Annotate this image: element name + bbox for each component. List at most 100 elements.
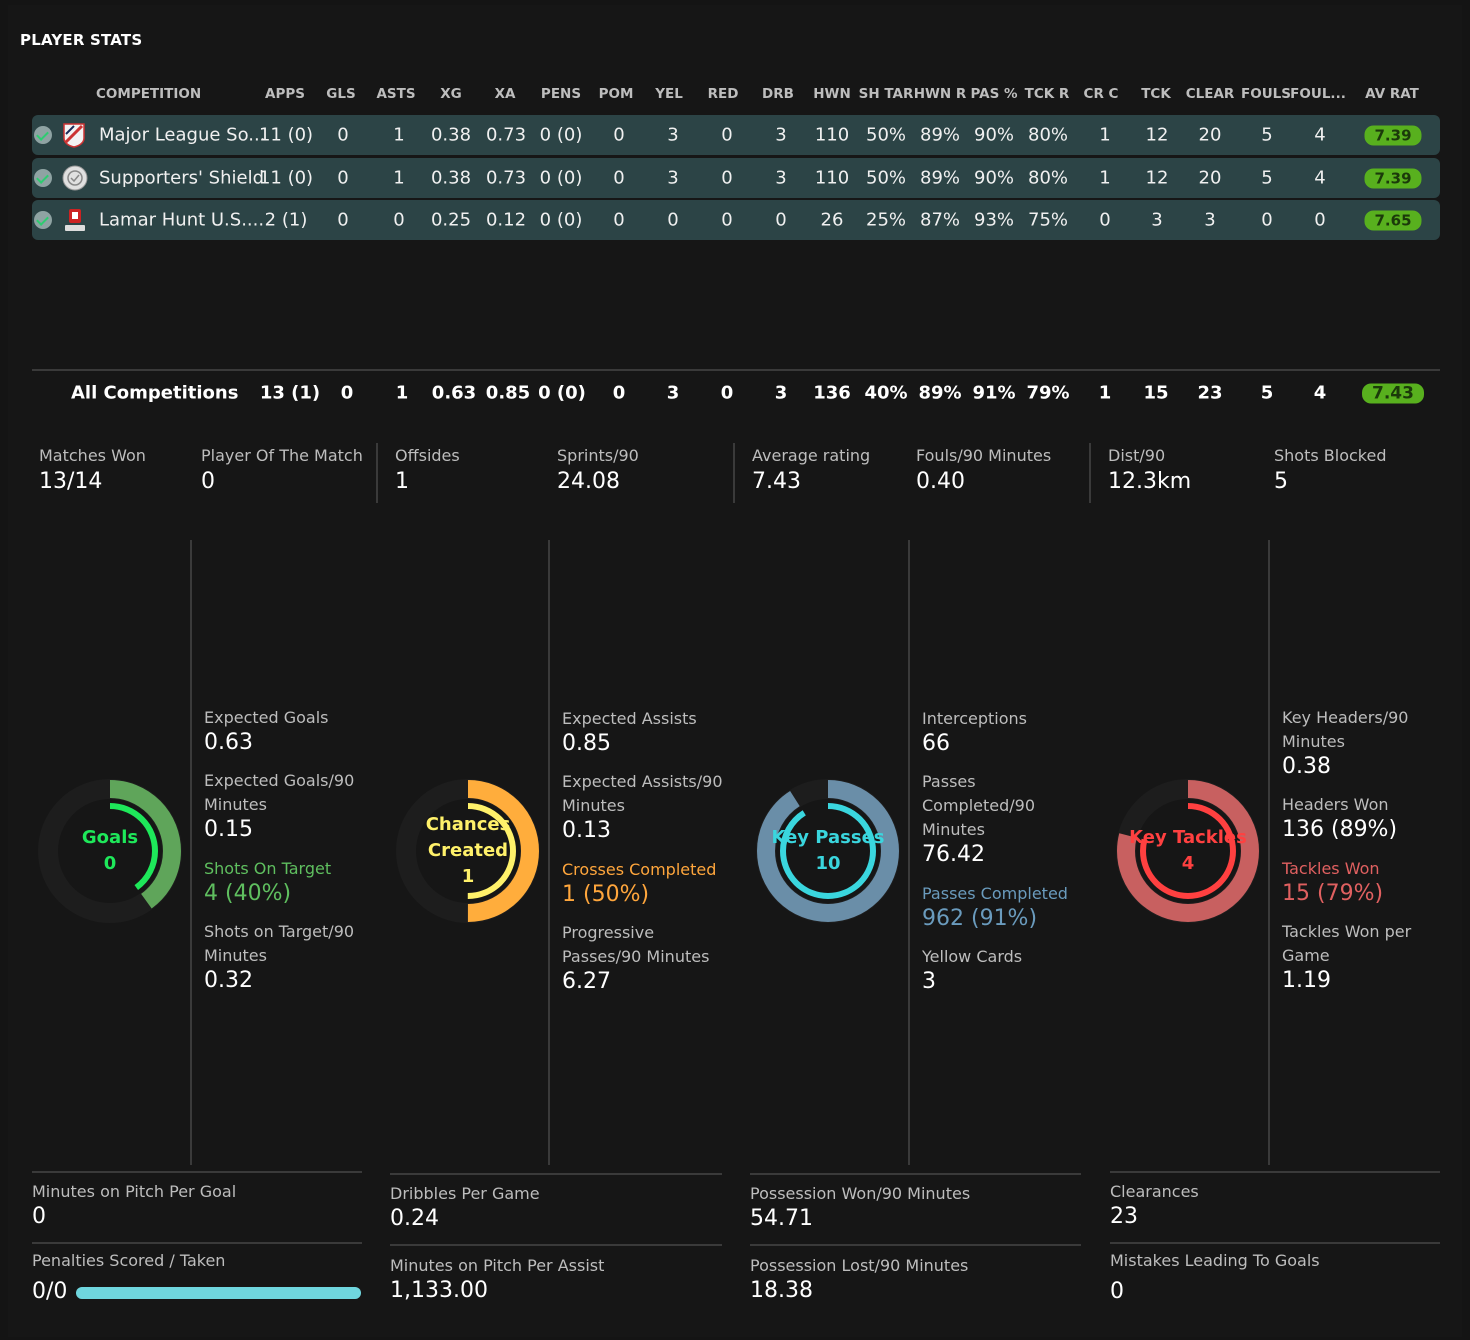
- table-cell: 0: [337, 124, 349, 146]
- column-header[interactable]: ASTS: [376, 86, 416, 102]
- column-header[interactable]: CLEAR: [1185, 86, 1235, 102]
- column-separator: [908, 540, 910, 1165]
- rating-badge: 7.39: [1364, 125, 1422, 146]
- goals-ring-value: 0: [103, 853, 117, 874]
- table-cell: 0: [667, 209, 679, 231]
- column-header[interactable]: FOULS: [1241, 86, 1291, 102]
- column-header[interactable]: PAS %: [970, 86, 1018, 102]
- passes-completed-label: Passes Completed: [922, 884, 1068, 903]
- table-cell: 0: [1099, 209, 1111, 231]
- total-divider: [32, 369, 1440, 371]
- table-cell: 0: [721, 167, 733, 189]
- chances-created-ring-inner-arc: [420, 803, 516, 899]
- table-cell: 0: [721, 124, 733, 146]
- total-cell: 0: [720, 382, 734, 404]
- goals-ring: Goals 0: [35, 776, 185, 926]
- column-separator: [1268, 540, 1270, 1165]
- total-rating-value: 7.43: [1362, 383, 1424, 404]
- total-cell: 0.85: [485, 382, 531, 404]
- column-header[interactable]: PENS: [540, 86, 582, 102]
- table-cell: 1: [393, 124, 405, 146]
- column-header[interactable]: YEL: [655, 86, 683, 102]
- table-cell: 2 (1): [264, 209, 308, 231]
- column-header[interactable]: AV RAT: [1365, 86, 1419, 102]
- competition-name[interactable]: Major League So...: [99, 124, 266, 146]
- us-open-cup-crest-icon: [62, 207, 86, 233]
- table-cell: 4: [1314, 167, 1326, 189]
- key-passes-ring-label: Key Passes 10: [753, 776, 903, 926]
- key-headers-value: 0.38: [1282, 754, 1331, 779]
- table-cell: 90%: [973, 167, 1015, 189]
- table-row[interactable]: Supporters' Shield 11 (0) 0 1 0.38 0.73 0 (0) 0…: [32, 158, 1440, 198]
- column-header[interactable]: POM: [598, 86, 634, 102]
- column-header[interactable]: SH TAR: [858, 86, 914, 102]
- table-cell: 12: [1145, 124, 1169, 146]
- table-row[interactable]: Lamar Hunt U.S.... 2 (1) 0 0 0.25 0.12 0 (0) 0 0…: [32, 200, 1440, 240]
- table-cell: 75%: [1027, 209, 1069, 231]
- summary-value: 1: [395, 469, 409, 494]
- total-cell: 0: [340, 382, 354, 404]
- table-cell: 0 (0): [539, 209, 583, 231]
- goals-ring-svg: [38, 779, 182, 923]
- shots-on-target-label: Shots On Target: [204, 859, 332, 878]
- possession-lost-value: 18.38: [750, 1278, 813, 1303]
- column-header[interactable]: CR C: [1083, 86, 1119, 102]
- table-cell: 0: [721, 209, 733, 231]
- competition-name[interactable]: Lamar Hunt U.S....: [99, 209, 265, 231]
- total-cell: 40%: [864, 382, 908, 404]
- bottom-divider: [32, 1171, 362, 1173]
- chances-created-ring-title: Chances: [425, 814, 511, 835]
- table-cell: 4: [1314, 124, 1326, 146]
- bottom-divider: [390, 1173, 722, 1175]
- key-passes-ring: Key Passes 10: [753, 776, 903, 926]
- column-header[interactable]: HWN R: [913, 86, 967, 102]
- tackles-won-value: 15 (79%): [1282, 881, 1384, 906]
- table-cell: 0: [337, 167, 349, 189]
- check-icon: [34, 126, 52, 144]
- table-cell: 26: [820, 209, 844, 231]
- competition-name[interactable]: Supporters' Shield: [99, 167, 265, 189]
- table-cell: 3: [667, 167, 679, 189]
- table-row[interactable]: Major League So... 11 (0) 0 1 0.38 0.73 0 (0) 0…: [32, 115, 1440, 155]
- table-cell: 11 (0): [258, 167, 314, 189]
- column-header[interactable]: XA: [494, 86, 516, 102]
- key-passes-ring-value: 10: [815, 853, 841, 874]
- passes-completed-value: 962 (91%): [922, 906, 1038, 931]
- tackles-won-label: Tackles Won: [1282, 859, 1380, 878]
- expected-assists-90-value: 0.13: [562, 818, 611, 843]
- table-cell: 0 (0): [539, 167, 583, 189]
- table-cell: 0.73: [485, 124, 527, 146]
- table-cell: 0: [337, 209, 349, 231]
- column-header[interactable]: GLS: [326, 86, 356, 102]
- chances-created-ring-title-2: Created: [427, 840, 509, 861]
- column-header[interactable]: RED: [707, 86, 739, 102]
- key-tackles-ring-value: 4: [1181, 853, 1195, 874]
- rating-badge: 7.65: [1364, 210, 1422, 231]
- column-header[interactable]: COMPETITION: [96, 86, 202, 102]
- dribbles-per-game-value: 0.24: [390, 1206, 439, 1231]
- total-cell: 136: [813, 382, 851, 404]
- interceptions-value: 66: [922, 731, 950, 756]
- column-header[interactable]: XG: [440, 86, 462, 102]
- column-header[interactable]: TCK: [1141, 86, 1171, 102]
- key-tackles-ring-svg: [1116, 779, 1260, 923]
- table-cell: 0.38: [430, 167, 472, 189]
- headers-won-value: 136 (89%): [1282, 817, 1398, 842]
- shots-on-target-value: 4 (40%): [204, 881, 292, 906]
- column-separator: [190, 540, 192, 1165]
- goals-ring-label: Goals 0: [35, 776, 185, 926]
- column-header[interactable]: DRB: [762, 86, 794, 102]
- crosses-completed-label: Crosses Completed: [562, 860, 717, 879]
- summary-value: 24.08: [557, 469, 620, 494]
- summary-label: Matches Won: [39, 446, 146, 465]
- column-header[interactable]: FOUL...: [1290, 86, 1346, 102]
- column-header[interactable]: TCK R: [1024, 86, 1070, 102]
- goals-ring-inner-arc: [62, 803, 158, 899]
- table-cell: 0: [1261, 209, 1273, 231]
- supporters-shield-crest-icon: [62, 165, 88, 191]
- table-cell: 3: [775, 124, 787, 146]
- summary-separator: [376, 443, 378, 503]
- column-header[interactable]: HWN: [813, 86, 851, 102]
- column-header[interactable]: APPS: [265, 86, 305, 102]
- expected-goals-value: 0.63: [204, 730, 253, 755]
